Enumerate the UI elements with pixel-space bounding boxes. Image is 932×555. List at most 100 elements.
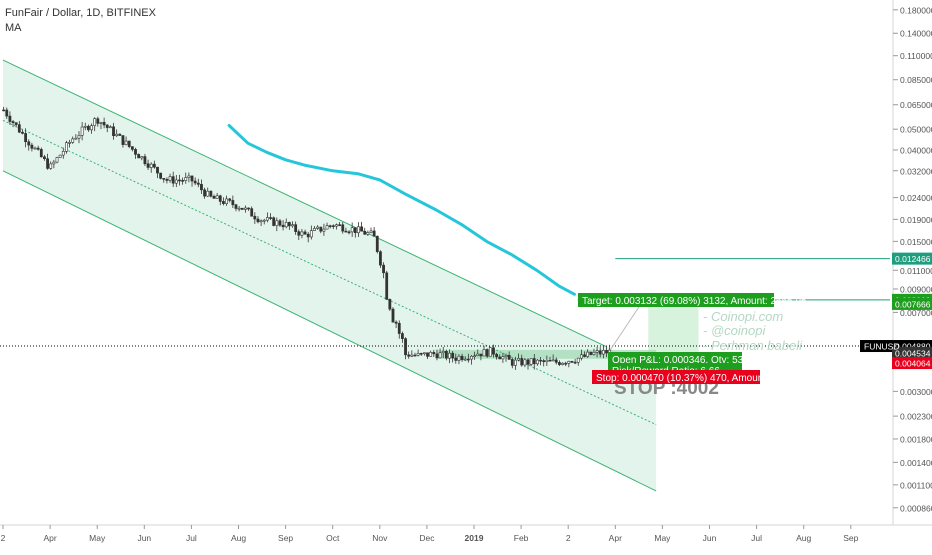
candle[interactable] bbox=[58, 154, 62, 158]
candle[interactable] bbox=[482, 349, 486, 357]
candle[interactable] bbox=[470, 355, 473, 360]
candle[interactable] bbox=[8, 115, 12, 122]
candle[interactable] bbox=[605, 350, 608, 354]
candle[interactable] bbox=[369, 230, 373, 233]
candle[interactable] bbox=[598, 350, 602, 355]
candle[interactable] bbox=[554, 359, 558, 363]
candle[interactable] bbox=[96, 118, 100, 124]
candle[interactable] bbox=[36, 147, 40, 150]
candle[interactable] bbox=[366, 232, 370, 235]
candle[interactable] bbox=[294, 224, 298, 232]
candle[interactable] bbox=[77, 135, 81, 139]
candle[interactable] bbox=[130, 146, 134, 150]
candle[interactable] bbox=[413, 354, 417, 357]
candle[interactable] bbox=[137, 154, 141, 159]
candle[interactable] bbox=[222, 201, 225, 204]
price-tag-bg[interactable] bbox=[892, 357, 932, 370]
candle[interactable] bbox=[99, 122, 103, 124]
candle[interactable] bbox=[451, 352, 455, 359]
candle[interactable] bbox=[265, 217, 269, 221]
candle[interactable] bbox=[140, 156, 144, 159]
candle[interactable] bbox=[24, 133, 28, 143]
candle[interactable] bbox=[11, 121, 15, 123]
candle[interactable] bbox=[168, 176, 172, 181]
candle[interactable] bbox=[372, 230, 376, 237]
candle[interactable] bbox=[240, 207, 244, 210]
candle[interactable] bbox=[121, 135, 125, 145]
candle[interactable] bbox=[156, 166, 159, 174]
candle[interactable] bbox=[507, 355, 511, 360]
candle[interactable] bbox=[341, 224, 345, 232]
candle[interactable] bbox=[284, 222, 288, 228]
candle[interactable] bbox=[463, 358, 467, 361]
candle[interactable] bbox=[529, 358, 533, 365]
candle[interactable] bbox=[159, 172, 163, 179]
candle[interactable] bbox=[174, 179, 178, 184]
price-tag-bg[interactable] bbox=[892, 346, 932, 359]
candle[interactable] bbox=[328, 225, 332, 227]
candle[interactable] bbox=[143, 156, 147, 165]
candle[interactable] bbox=[510, 359, 514, 366]
candle[interactable] bbox=[488, 347, 492, 357]
candle[interactable] bbox=[576, 357, 580, 363]
candle[interactable] bbox=[435, 353, 439, 359]
candle[interactable] bbox=[363, 230, 367, 235]
candle[interactable] bbox=[498, 356, 502, 360]
candle[interactable] bbox=[105, 124, 109, 128]
candle[interactable] bbox=[460, 355, 464, 361]
moving-average-line[interactable] bbox=[227, 124, 576, 296]
candle[interactable] bbox=[171, 176, 175, 184]
candle[interactable] bbox=[2, 109, 6, 112]
candle[interactable] bbox=[112, 126, 115, 137]
candle[interactable] bbox=[52, 161, 56, 165]
candle[interactable] bbox=[178, 179, 181, 182]
candle[interactable] bbox=[448, 352, 451, 359]
candle[interactable] bbox=[385, 272, 389, 300]
candle[interactable] bbox=[353, 227, 357, 234]
candle[interactable] bbox=[269, 217, 272, 219]
candle[interactable] bbox=[410, 354, 414, 357]
candle[interactable] bbox=[212, 195, 216, 199]
candle[interactable] bbox=[592, 352, 596, 355]
candle[interactable] bbox=[68, 142, 71, 144]
candle[interactable] bbox=[391, 308, 395, 323]
candle[interactable] bbox=[127, 140, 131, 147]
candle[interactable] bbox=[108, 126, 112, 129]
candle[interactable] bbox=[275, 220, 279, 226]
candle[interactable] bbox=[43, 156, 46, 160]
candle[interactable] bbox=[558, 362, 561, 365]
candle[interactable] bbox=[441, 351, 445, 354]
candle[interactable] bbox=[272, 217, 276, 226]
candle[interactable] bbox=[375, 235, 379, 252]
candle[interactable] bbox=[338, 224, 342, 227]
candle[interactable] bbox=[551, 359, 555, 362]
candle[interactable] bbox=[259, 220, 263, 223]
candle[interactable] bbox=[87, 125, 90, 131]
candle[interactable] bbox=[225, 198, 228, 204]
candle[interactable] bbox=[303, 231, 307, 235]
candle[interactable] bbox=[237, 207, 241, 210]
candle[interactable] bbox=[149, 163, 153, 168]
candle[interactable] bbox=[250, 208, 254, 217]
candle[interactable] bbox=[401, 333, 404, 339]
candle[interactable] bbox=[422, 352, 426, 355]
channel-lower-line[interactable] bbox=[2, 170, 657, 492]
candle[interactable] bbox=[536, 359, 539, 365]
candle[interactable] bbox=[203, 189, 206, 197]
candle[interactable] bbox=[454, 357, 458, 361]
candle[interactable] bbox=[134, 149, 137, 155]
candle[interactable] bbox=[539, 359, 542, 362]
candle[interactable] bbox=[17, 124, 21, 133]
candle[interactable] bbox=[256, 218, 260, 223]
price-tag-bg[interactable] bbox=[892, 297, 932, 310]
candle[interactable] bbox=[187, 175, 191, 178]
candle[interactable] bbox=[316, 226, 320, 229]
candle[interactable] bbox=[300, 231, 304, 236]
channel-upper-line[interactable] bbox=[2, 59, 607, 347]
candle[interactable] bbox=[234, 204, 238, 209]
candle[interactable] bbox=[71, 138, 75, 143]
candle[interactable] bbox=[514, 359, 517, 366]
candle[interactable] bbox=[426, 352, 429, 357]
